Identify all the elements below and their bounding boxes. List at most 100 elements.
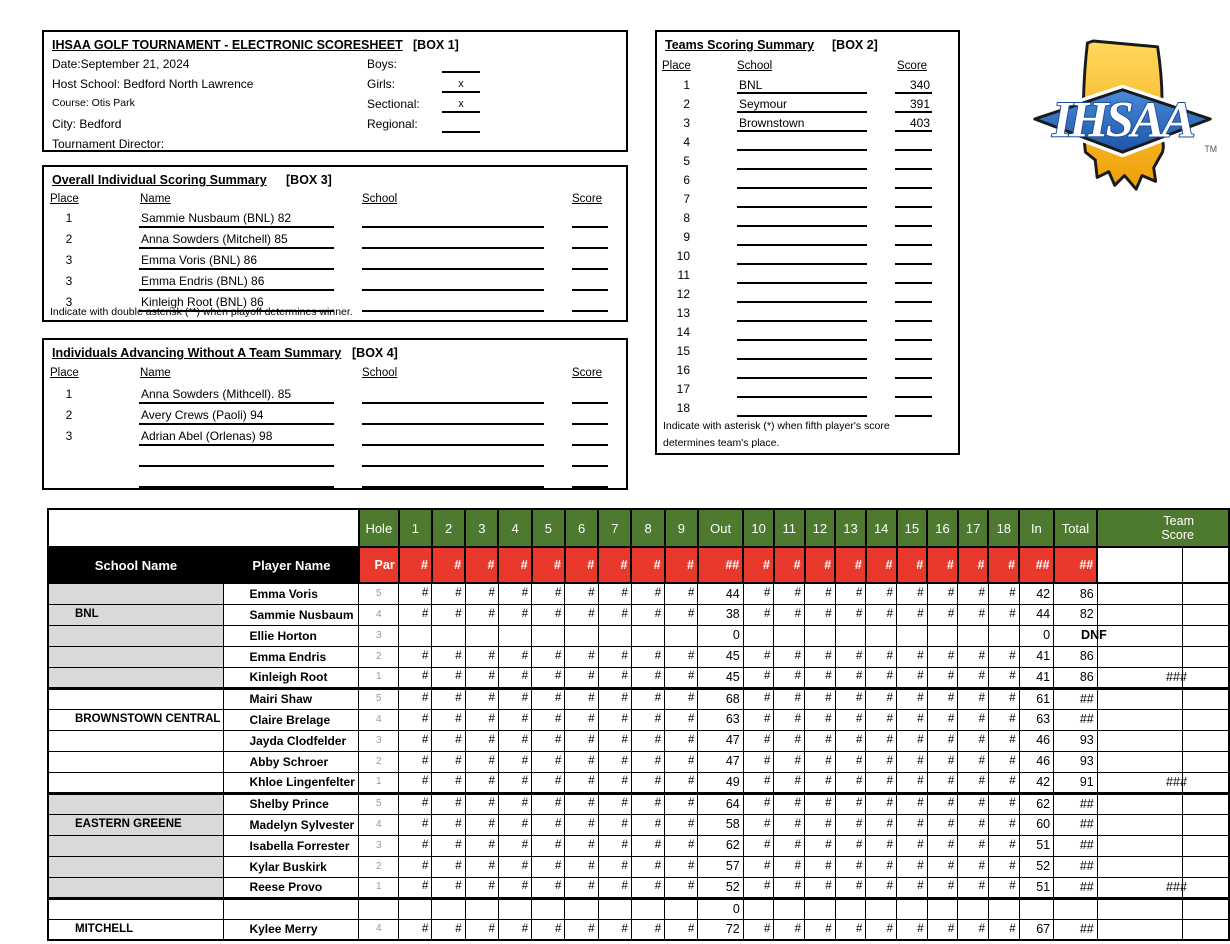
hole-score-cell[interactable]: #: [464, 603, 499, 626]
hole-score-cell[interactable]: #: [987, 855, 1020, 878]
hole-score-cell[interactable]: #: [742, 771, 775, 795]
hole-score-cell[interactable]: #: [804, 645, 836, 668]
hole-score-cell[interactable]: [664, 897, 699, 920]
total-cell[interactable]: ##: [1053, 834, 1098, 857]
hole-score-cell[interactable]: #: [431, 603, 466, 626]
position-cell[interactable]: 3: [358, 624, 400, 647]
hole-score-cell[interactable]: [431, 897, 466, 920]
hole-score-cell[interactable]: #: [987, 645, 1020, 668]
hole-score-cell[interactable]: #: [865, 666, 897, 690]
hole-score-cell[interactable]: #: [630, 687, 666, 710]
check-value-field[interactable]: [442, 117, 480, 133]
score-field[interactable]: [572, 253, 608, 270]
team-score-cell[interactable]: [1096, 582, 1183, 605]
out-cell[interactable]: 68: [697, 687, 744, 710]
hole-score-cell[interactable]: #: [464, 771, 499, 795]
hole-score-cell[interactable]: #: [926, 834, 959, 857]
hole-score-cell[interactable]: #: [957, 834, 989, 857]
hole-score-cell[interactable]: #: [987, 834, 1020, 857]
school-cell[interactable]: [47, 645, 225, 668]
score-field[interactable]: [895, 363, 932, 379]
hole-score-cell[interactable]: #: [773, 750, 806, 773]
total-cell[interactable]: [1053, 897, 1098, 920]
team-score-cell[interactable]: [1096, 708, 1183, 731]
school-field[interactable]: [737, 173, 867, 189]
hole-score-cell[interactable]: #: [865, 876, 897, 900]
team-score-cell[interactable]: ###: [1096, 771, 1187, 795]
hole-score-cell[interactable]: #: [564, 792, 599, 815]
hole-score-cell[interactable]: [630, 897, 666, 920]
hole-score-cell[interactable]: #: [742, 813, 775, 836]
school-field[interactable]: [362, 253, 544, 270]
score-field[interactable]: [895, 382, 932, 398]
hole-score-cell[interactable]: #: [834, 813, 867, 836]
score-field[interactable]: [895, 192, 932, 208]
hole-score-cell[interactable]: #: [464, 729, 499, 752]
out-cell[interactable]: 38: [697, 603, 744, 626]
hole-score-cell[interactable]: #: [926, 687, 959, 710]
hole-score-cell[interactable]: #: [398, 876, 433, 900]
hole-score-cell[interactable]: #: [597, 645, 632, 668]
hole-score-cell[interactable]: #: [497, 813, 533, 836]
hole-score-cell[interactable]: #: [896, 750, 928, 773]
total-cell[interactable]: ##: [1053, 918, 1098, 941]
hole-score-cell[interactable]: #: [431, 645, 466, 668]
hole-score-cell[interactable]: #: [804, 855, 836, 878]
score-field[interactable]: [572, 232, 608, 249]
hole-score-cell[interactable]: #: [431, 813, 466, 836]
total-cell[interactable]: ##: [1053, 687, 1098, 710]
hole-score-cell[interactable]: #: [926, 582, 959, 605]
hole-score-cell[interactable]: #: [804, 582, 836, 605]
school-cell[interactable]: [47, 687, 225, 710]
hole-score-cell[interactable]: #: [664, 792, 699, 815]
out-cell[interactable]: 64: [697, 792, 744, 815]
hole-score-cell[interactable]: #: [896, 708, 928, 731]
score-field[interactable]: [895, 268, 932, 284]
hole-score-cell[interactable]: #: [497, 645, 533, 668]
name-field[interactable]: Sammie Nusbaum (BNL) 82: [139, 211, 334, 228]
hole-score-cell[interactable]: #: [742, 792, 775, 815]
hole-score-cell[interactable]: #: [531, 855, 566, 878]
hole-score-cell[interactable]: #: [398, 729, 433, 752]
hole-score-cell[interactable]: [896, 624, 928, 647]
hole-score-cell[interactable]: [464, 624, 499, 647]
hole-score-cell[interactable]: #: [398, 813, 433, 836]
score-field[interactable]: [572, 274, 608, 291]
school-field[interactable]: [362, 429, 544, 446]
hole-score-cell[interactable]: #: [926, 666, 959, 690]
team-score-cell[interactable]: [1096, 792, 1183, 815]
score-field[interactable]: 403: [895, 116, 932, 132]
hole-score-cell[interactable]: #: [431, 855, 466, 878]
school-field[interactable]: [737, 135, 867, 151]
hole-score-cell[interactable]: #: [773, 876, 806, 900]
hole-score-cell[interactable]: #: [431, 876, 466, 900]
hole-score-cell[interactable]: [497, 897, 533, 920]
hole-score-cell[interactable]: #: [464, 792, 499, 815]
hole-score-cell[interactable]: [773, 624, 806, 647]
in-cell[interactable]: 0: [1018, 624, 1055, 647]
player-cell[interactable]: Kylee Merry: [223, 918, 360, 941]
hole-score-cell[interactable]: #: [865, 687, 897, 710]
out-cell[interactable]: 52: [697, 876, 744, 900]
team-score-cell[interactable]: [1096, 918, 1183, 941]
hole-score-cell[interactable]: #: [834, 708, 867, 731]
hole-score-cell[interactable]: #: [664, 687, 699, 710]
name-field[interactable]: Emma Endris (BNL) 86: [139, 274, 334, 291]
hole-score-cell[interactable]: #: [531, 750, 566, 773]
hole-score-cell[interactable]: #: [564, 771, 599, 795]
hole-score-cell[interactable]: #: [497, 855, 533, 878]
hole-score-cell[interactable]: #: [957, 813, 989, 836]
hole-score-cell[interactable]: #: [664, 582, 699, 605]
score-field[interactable]: [572, 387, 608, 404]
hole-score-cell[interactable]: [431, 624, 466, 647]
in-cell[interactable]: 46: [1018, 750, 1055, 773]
hole-score-cell[interactable]: [834, 624, 867, 647]
school-field[interactable]: [737, 154, 867, 170]
school-cell[interactable]: [47, 771, 225, 795]
hole-score-cell[interactable]: #: [630, 666, 666, 690]
hole-score-cell[interactable]: #: [464, 708, 499, 731]
out-cell[interactable]: 0: [697, 624, 744, 647]
school-field[interactable]: [737, 249, 867, 265]
score-field[interactable]: [895, 325, 932, 341]
hole-score-cell[interactable]: #: [834, 729, 867, 752]
